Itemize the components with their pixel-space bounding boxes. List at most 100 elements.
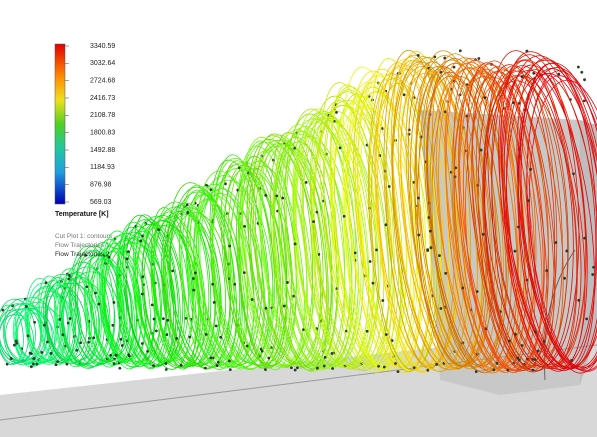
arrow-marker: [477, 57, 480, 60]
tick-label: 2108.78: [90, 112, 115, 119]
arrow-marker: [532, 369, 535, 372]
arrow-marker: [521, 75, 524, 78]
arrow-marker: [10, 357, 13, 360]
arrow-marker: [69, 317, 72, 320]
arrow-marker: [246, 345, 249, 348]
arrow-marker: [157, 228, 160, 231]
color-bar: [55, 44, 65, 204]
arrow-marker: [577, 66, 580, 69]
arrow-marker: [171, 269, 174, 272]
arrow-marker: [98, 303, 101, 306]
arrow-marker: [166, 319, 169, 322]
legend-title: Temperature [K]: [55, 211, 109, 218]
arrow-marker: [492, 368, 495, 371]
arrow-marker: [33, 357, 36, 360]
tick-label: 876.98: [90, 182, 112, 189]
arrow-marker: [75, 349, 78, 352]
flow-scene: 3340.593032.642724.682416.732108.781800.…: [0, 0, 597, 437]
arrow-marker: [27, 335, 30, 338]
arrow-marker: [459, 49, 462, 52]
arrow-marker: [383, 366, 386, 369]
arrow-marker: [180, 364, 183, 367]
arrow-marker: [228, 360, 231, 363]
arrow-marker: [264, 368, 267, 371]
arrow-marker: [13, 344, 16, 347]
arrow-marker: [65, 363, 68, 366]
legend-ticks: 3340.593032.642724.682416.732108.781800.…: [65, 43, 115, 206]
arrow-marker: [294, 243, 297, 246]
arrow-marker: [403, 93, 406, 96]
arrow-marker: [121, 344, 124, 347]
arrow-marker: [323, 365, 326, 368]
arrow-marker: [192, 277, 195, 280]
arrow-marker: [417, 234, 420, 237]
arrow-marker: [583, 78, 586, 81]
note: Cut Plot 1: contours: [55, 233, 113, 240]
tick-label: 569.03: [90, 199, 112, 206]
arrow-marker: [141, 234, 144, 237]
arrow-marker: [153, 318, 156, 321]
arrow-marker: [430, 246, 433, 249]
arrow-marker: [6, 363, 9, 366]
tick-label: 2724.68: [90, 78, 115, 85]
arrow-marker: [139, 239, 142, 242]
arrow-marker: [94, 292, 97, 295]
arrow-marker: [475, 370, 478, 373]
arrow-marker: [50, 352, 53, 355]
arrow-marker: [152, 364, 155, 367]
arrow-marker: [375, 249, 378, 252]
arrow-marker: [563, 277, 566, 280]
arrow-marker: [186, 211, 189, 214]
arrow-marker: [397, 370, 400, 373]
arrow-marker: [264, 307, 267, 310]
arrow-marker: [215, 325, 218, 328]
arrow-marker: [43, 324, 46, 327]
arrow-marker: [186, 203, 189, 206]
arrow-marker: [213, 301, 216, 304]
arrow-marker: [115, 354, 118, 357]
arrow-marker: [577, 299, 580, 302]
arrow-marker: [426, 248, 429, 251]
arrow-marker: [204, 367, 207, 370]
tick-label: 1800.83: [90, 130, 115, 137]
arrow-marker: [175, 337, 178, 340]
arrow-marker: [426, 369, 429, 372]
arrow-marker: [354, 252, 357, 255]
arrow-marker: [118, 367, 121, 370]
arrow-marker: [45, 281, 48, 284]
arrow-marker: [194, 272, 197, 275]
arrow-marker: [545, 269, 548, 272]
arrow-marker: [166, 333, 169, 336]
arrow-marker: [518, 359, 521, 362]
arrow-marker: [529, 168, 532, 171]
arrow-marker: [335, 111, 338, 114]
arrow-marker: [85, 285, 88, 288]
arrow-marker: [56, 360, 59, 363]
arrow-marker: [565, 250, 568, 253]
arrow-marker: [435, 363, 438, 366]
arrow-marker: [267, 357, 270, 360]
arrow-marker: [385, 223, 388, 226]
arrow-marker: [62, 333, 65, 336]
arrow-marker: [417, 54, 420, 57]
arrow-marker: [339, 146, 342, 149]
arrow-marker: [79, 341, 82, 344]
arrow-marker: [527, 199, 530, 202]
arrow-marker: [438, 254, 441, 257]
arrow-marker: [15, 342, 18, 345]
arrow-marker: [429, 230, 432, 233]
arrow-marker: [162, 317, 165, 320]
arrow-marker: [440, 307, 443, 310]
arrow-marker: [283, 305, 286, 308]
arrow-marker: [476, 290, 479, 293]
tick-label: 2416.73: [90, 95, 115, 102]
tick-label: 3340.59: [90, 43, 115, 50]
arrow-marker: [126, 257, 129, 260]
arrow-marker: [141, 293, 144, 296]
arrow-marker: [453, 66, 456, 69]
arrow-marker: [141, 275, 144, 278]
arrow-marker: [507, 369, 510, 372]
arrow-marker: [343, 215, 346, 218]
arrow-marker: [517, 226, 520, 229]
arrow-marker: [366, 330, 369, 333]
